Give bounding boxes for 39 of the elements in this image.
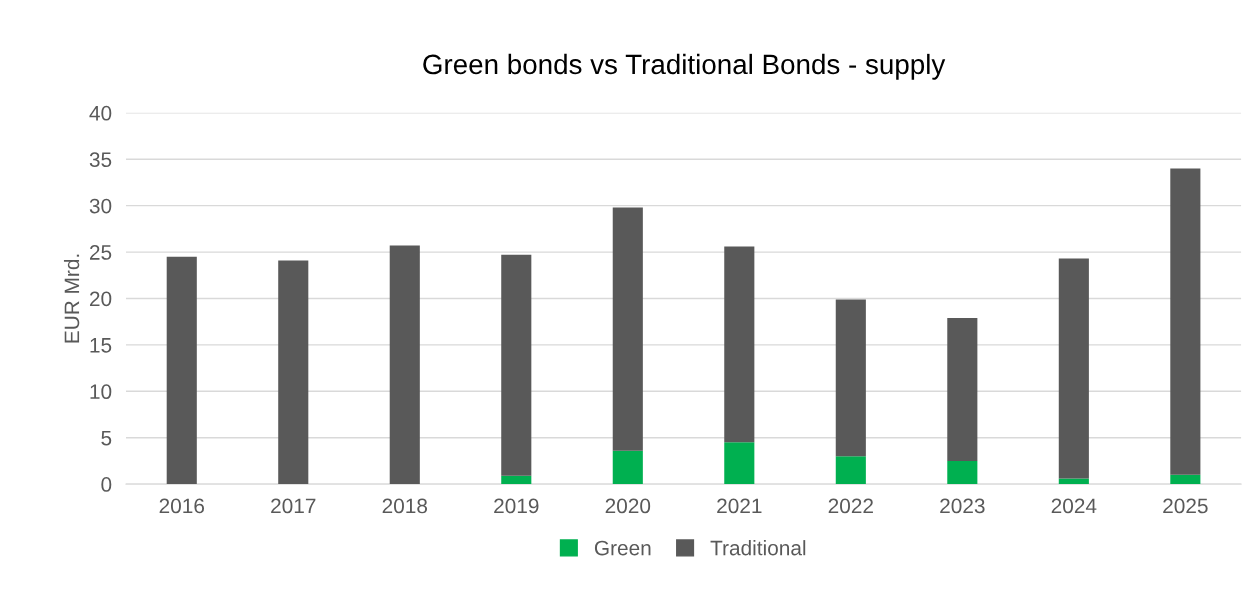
y-tick-label: 0 bbox=[101, 477, 112, 492]
y-axis-title: EUR Mrd. bbox=[63, 254, 80, 343]
chart-title: Green bonds vs Traditional Bonds - supply bbox=[423, 53, 946, 80]
bar bbox=[947, 317, 978, 461]
y-tick-label: 10 bbox=[90, 384, 112, 400]
x-tick-label: 2025 bbox=[1163, 498, 1208, 514]
bar bbox=[612, 450, 643, 485]
bar bbox=[1170, 474, 1201, 485]
bar bbox=[724, 246, 755, 443]
x-tick-label: 2022 bbox=[828, 498, 873, 514]
x-tick-label: 2020 bbox=[605, 498, 651, 514]
x-tick-label: 2023 bbox=[940, 498, 985, 514]
y-tick-label: 20 bbox=[89, 291, 112, 307]
bar bbox=[166, 256, 197, 485]
legend-label: Green bbox=[594, 540, 651, 556]
bar bbox=[1170, 168, 1201, 475]
bar bbox=[501, 475, 532, 485]
y-tick-label: 35 bbox=[89, 152, 112, 168]
bar bbox=[501, 254, 532, 476]
y-tick-label: 5 bbox=[101, 430, 112, 446]
y-tick-label: 25 bbox=[89, 245, 112, 260]
x-tick-label: 2021 bbox=[717, 498, 762, 514]
x-tick-label: 2024 bbox=[1051, 498, 1097, 514]
bar bbox=[389, 245, 420, 485]
bar bbox=[947, 460, 978, 485]
bar bbox=[1058, 258, 1089, 479]
bar bbox=[835, 456, 866, 485]
x-tick-label: 2017 bbox=[271, 498, 316, 514]
x-tick-label: 2018 bbox=[382, 498, 428, 514]
bar bbox=[724, 442, 755, 485]
legend-label: Traditional bbox=[710, 540, 806, 556]
y-tick-label: 30 bbox=[89, 198, 112, 214]
x-tick-label: 2016 bbox=[159, 498, 205, 514]
bar bbox=[612, 207, 643, 451]
x-tick-label: 2019 bbox=[494, 498, 539, 514]
y-tick-label: 15 bbox=[90, 338, 112, 353]
bar bbox=[835, 299, 866, 457]
y-tick-label: 40 bbox=[89, 105, 112, 121]
bar bbox=[278, 260, 309, 485]
